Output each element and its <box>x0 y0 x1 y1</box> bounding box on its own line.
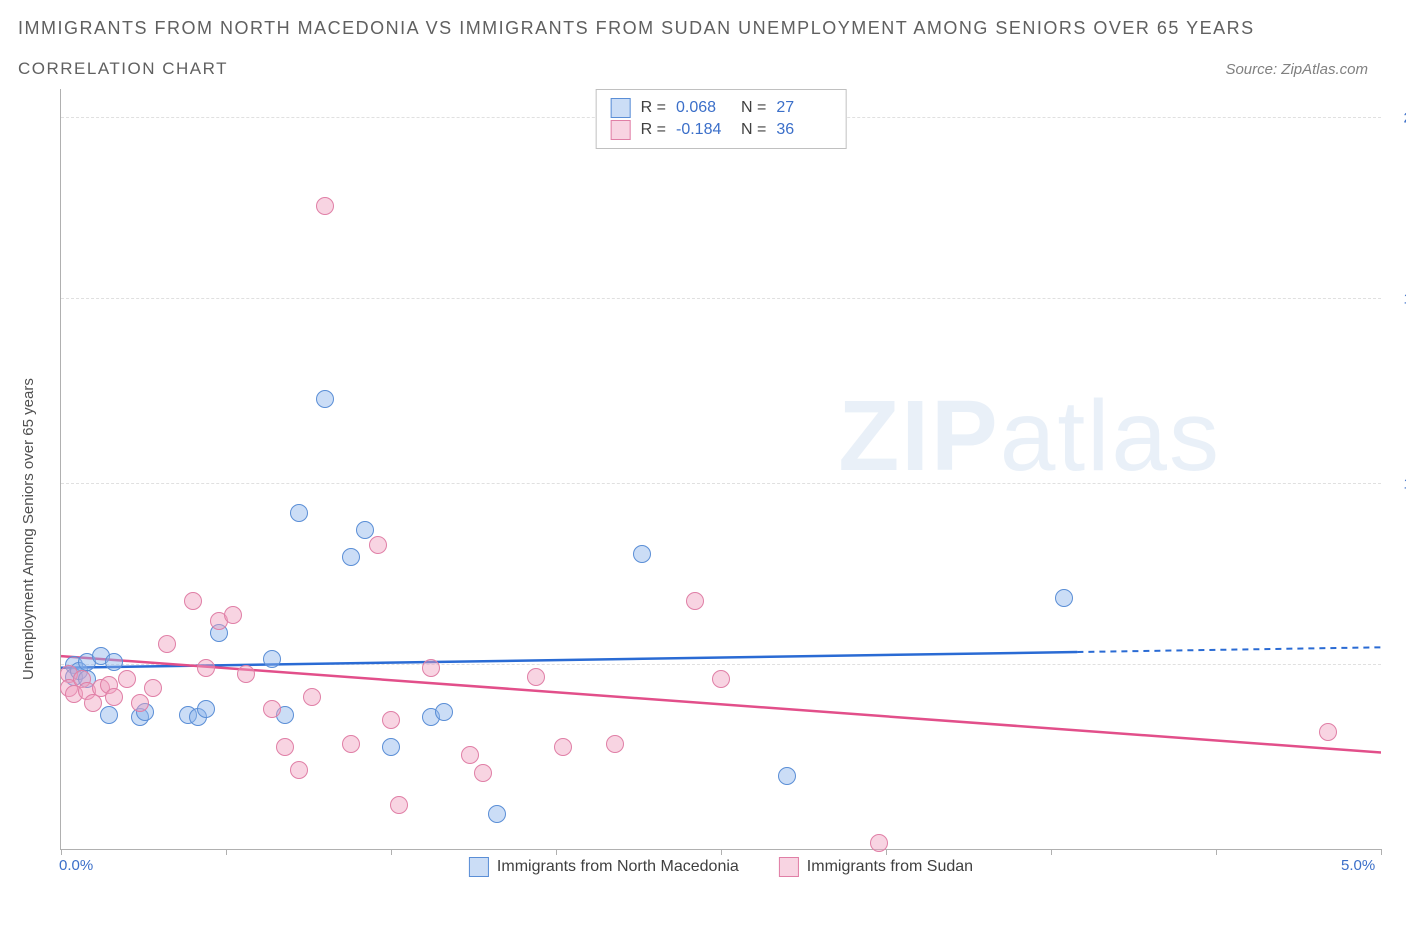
watermark-bold: ZIP <box>838 380 1000 492</box>
scatter-chart: ZIPatlas R = 0.068 N = 27 R = -0.184 N =… <box>60 89 1381 850</box>
scatter-point <box>1055 589 1073 607</box>
scatter-point <box>633 545 651 563</box>
stats-row-0: R = 0.068 N = 27 <box>611 98 832 118</box>
legend-label-1: Immigrants from Sudan <box>807 858 973 876</box>
scatter-point <box>435 703 453 721</box>
scatter-point <box>382 711 400 729</box>
r-value-0: 0.068 <box>676 99 731 117</box>
x-tick-mark <box>1381 849 1382 855</box>
x-tick-mark <box>886 849 887 855</box>
scatter-point <box>606 735 624 753</box>
n-value-1: 36 <box>776 121 831 139</box>
scatter-point <box>369 536 387 554</box>
y-axis-label: Unemployment Among Seniors over 65 years <box>20 378 37 680</box>
chart-title: IMMIGRANTS FROM NORTH MACEDONIA VS IMMIG… <box>18 18 1388 39</box>
gridline <box>61 664 1381 665</box>
n-label: N = <box>741 121 766 139</box>
x-tick-mark <box>226 849 227 855</box>
scatter-point <box>342 735 360 753</box>
legend-swatch-1 <box>779 857 799 877</box>
scatter-point <box>303 688 321 706</box>
scatter-point <box>554 738 572 756</box>
trend-lines <box>61 89 1381 849</box>
stats-legend: R = 0.068 N = 27 R = -0.184 N = 36 <box>596 89 847 149</box>
n-label: N = <box>741 99 766 117</box>
swatch-series-1 <box>611 120 631 140</box>
scatter-point <box>342 548 360 566</box>
scatter-point <box>290 504 308 522</box>
scatter-point <box>527 668 545 686</box>
scatter-point <box>224 606 242 624</box>
scatter-point <box>184 592 202 610</box>
x-tick-mark <box>556 849 557 855</box>
legend-item-0: Immigrants from North Macedonia <box>469 857 739 877</box>
x-tick-mark <box>1216 849 1217 855</box>
scatter-point <box>356 521 374 539</box>
x-tick-label: 0.0% <box>59 857 93 874</box>
x-tick-mark <box>391 849 392 855</box>
scatter-point <box>382 738 400 756</box>
scatter-point <box>263 700 281 718</box>
scatter-point <box>461 746 479 764</box>
scatter-point <box>1319 723 1337 741</box>
gridline <box>61 483 1381 484</box>
scatter-point <box>158 635 176 653</box>
legend-item-1: Immigrants from Sudan <box>779 857 973 877</box>
scatter-point <box>290 761 308 779</box>
scatter-point <box>316 197 334 215</box>
n-value-0: 27 <box>776 99 831 117</box>
x-tick-label: 5.0% <box>1341 857 1375 874</box>
x-tick-mark <box>61 849 62 855</box>
scatter-point <box>316 390 334 408</box>
r-label: R = <box>641 121 666 139</box>
scatter-point <box>390 796 408 814</box>
chart-subtitle: CORRELATION CHART <box>18 59 228 79</box>
source-label: Source: ZipAtlas.com <box>1225 61 1388 78</box>
scatter-point <box>474 764 492 782</box>
scatter-point <box>100 706 118 724</box>
stats-row-1: R = -0.184 N = 36 <box>611 120 832 140</box>
r-label: R = <box>641 99 666 117</box>
series-legend: Immigrants from North Macedonia Immigran… <box>469 857 973 877</box>
scatter-point <box>778 767 796 785</box>
swatch-series-0 <box>611 98 631 118</box>
scatter-point <box>131 694 149 712</box>
r-value-1: -0.184 <box>676 121 731 139</box>
scatter-point <box>118 670 136 688</box>
scatter-point <box>712 670 730 688</box>
scatter-point <box>870 834 888 852</box>
scatter-point <box>488 805 506 823</box>
legend-label-0: Immigrants from North Macedonia <box>497 858 739 876</box>
x-tick-mark <box>1051 849 1052 855</box>
x-tick-mark <box>721 849 722 855</box>
scatter-point <box>144 679 162 697</box>
scatter-point <box>237 665 255 683</box>
scatter-point <box>197 659 215 677</box>
scatter-point <box>422 659 440 677</box>
scatter-point <box>197 700 215 718</box>
scatter-point <box>263 650 281 668</box>
scatter-point <box>686 592 704 610</box>
scatter-point <box>276 738 294 756</box>
scatter-point <box>105 653 123 671</box>
legend-swatch-0 <box>469 857 489 877</box>
scatter-point <box>105 688 123 706</box>
chart-header: IMMIGRANTS FROM NORTH MACEDONIA VS IMMIG… <box>0 0 1406 79</box>
gridline <box>61 298 1381 299</box>
watermark-light: atlas <box>1000 380 1221 492</box>
subtitle-row: CORRELATION CHART Source: ZipAtlas.com <box>18 59 1388 79</box>
watermark: ZIPatlas <box>838 379 1221 494</box>
